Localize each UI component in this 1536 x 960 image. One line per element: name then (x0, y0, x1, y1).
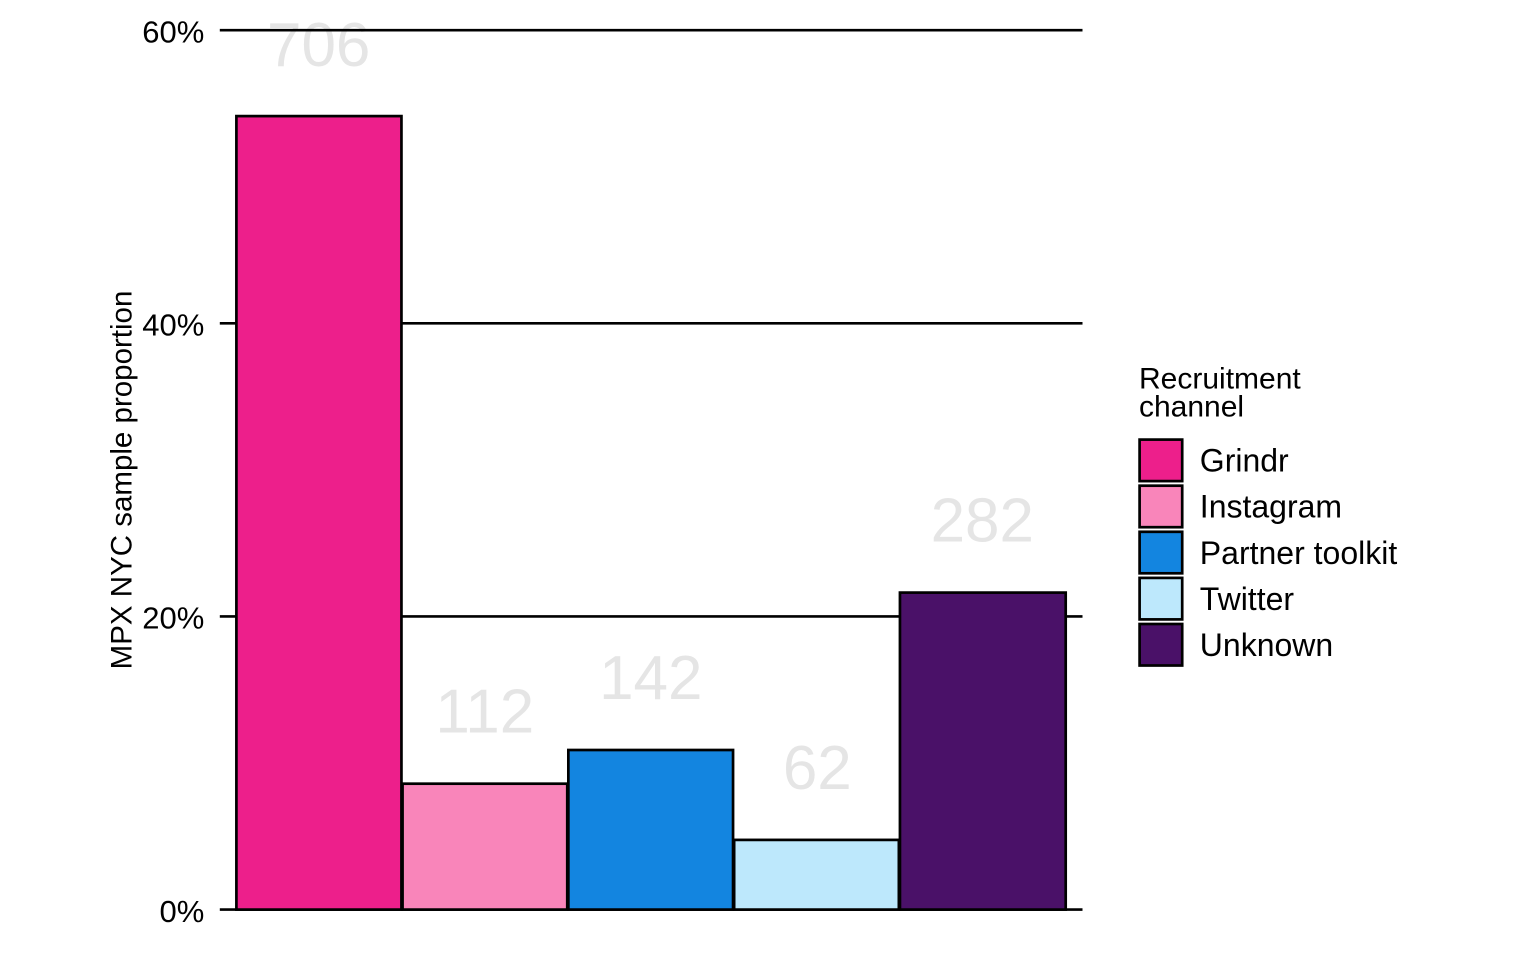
svg-text:112: 112 (435, 677, 534, 746)
svg-text:Recruitment: Recruitment (1139, 363, 1301, 396)
svg-text:Grindr: Grindr (1200, 443, 1289, 479)
svg-text:40%: 40% (142, 308, 204, 343)
svg-text:62: 62 (783, 734, 852, 803)
svg-text:channel: channel (1139, 391, 1244, 424)
svg-text:Partner toolkit: Partner toolkit (1200, 535, 1398, 571)
svg-text:0%: 0% (159, 894, 204, 929)
svg-text:Instagram: Instagram (1200, 489, 1342, 525)
svg-text:706: 706 (267, 11, 370, 80)
svg-text:20%: 20% (142, 601, 204, 636)
svg-text:282: 282 (931, 487, 1034, 556)
svg-text:Unknown: Unknown (1200, 627, 1333, 663)
svg-text:60%: 60% (142, 14, 204, 49)
svg-text:142: 142 (599, 644, 702, 713)
svg-text:MPX NYC sample proportion: MPX NYC sample proportion (106, 291, 139, 670)
svg-text:Twitter: Twitter (1200, 581, 1295, 617)
